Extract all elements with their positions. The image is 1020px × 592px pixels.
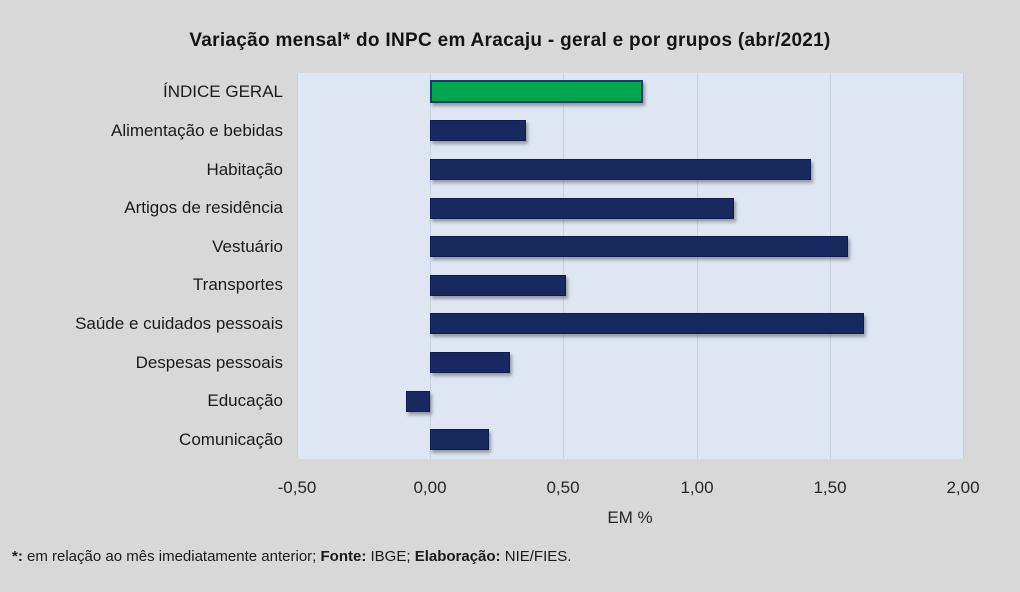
x-tick-label: 0,00 (413, 478, 447, 497)
category-label: Saúde e cuidados pessoais (75, 314, 283, 333)
gridline (963, 73, 964, 459)
x-tick-label: 2,00 (946, 478, 980, 497)
bar-indice-geral (430, 80, 643, 103)
bar-group (430, 313, 864, 334)
category-label: Transportes (192, 275, 283, 294)
x-tick-label: 1,00 (680, 478, 714, 497)
category-label: Vestuário (212, 237, 283, 256)
footnote-source-value: IBGE; (366, 548, 415, 565)
x-tick-label: 0,50 (546, 478, 580, 497)
footnote-text: em relação ao mês imediatamente anterior… (22, 548, 321, 565)
category-label: ÍNDICE GERAL (163, 82, 283, 101)
x-tick-label: 1,50 (813, 478, 847, 497)
footnote-source-label: Fonte: (320, 548, 367, 565)
chart-title: Variação mensal* do INPC em Aracaju - ge… (189, 30, 831, 51)
bar-group (430, 236, 848, 257)
bar-group (430, 275, 566, 296)
plot-area (297, 73, 964, 459)
category-label: Comunicação (179, 430, 283, 449)
x-axis-label: EM % (607, 508, 653, 527)
bar-group (430, 120, 526, 141)
footnote-elaboration-value: NIE/FIES. (500, 548, 572, 565)
footnote-elaboration-label: Elaboração: (414, 548, 501, 565)
footnote-asterisk: *: (12, 548, 23, 565)
category-label: Alimentação e bebidas (110, 121, 283, 140)
gridline (297, 73, 298, 459)
bar-group (430, 429, 489, 450)
category-label: Artigos de residência (124, 198, 283, 217)
bar-group (430, 198, 734, 219)
gridline (430, 73, 431, 459)
bar-group (430, 159, 811, 180)
gridline (830, 73, 831, 459)
bar-group (406, 391, 430, 412)
category-label: Educação (207, 391, 283, 410)
gridline (697, 73, 698, 459)
category-label: Habitação (206, 160, 283, 179)
bar-group (430, 352, 510, 373)
gridline (563, 73, 564, 459)
x-tick-label: -0,50 (277, 478, 317, 497)
category-label: Despesas pessoais (135, 353, 283, 372)
footnote: *: em relação ao mês imediatamente anter… (12, 548, 1012, 565)
